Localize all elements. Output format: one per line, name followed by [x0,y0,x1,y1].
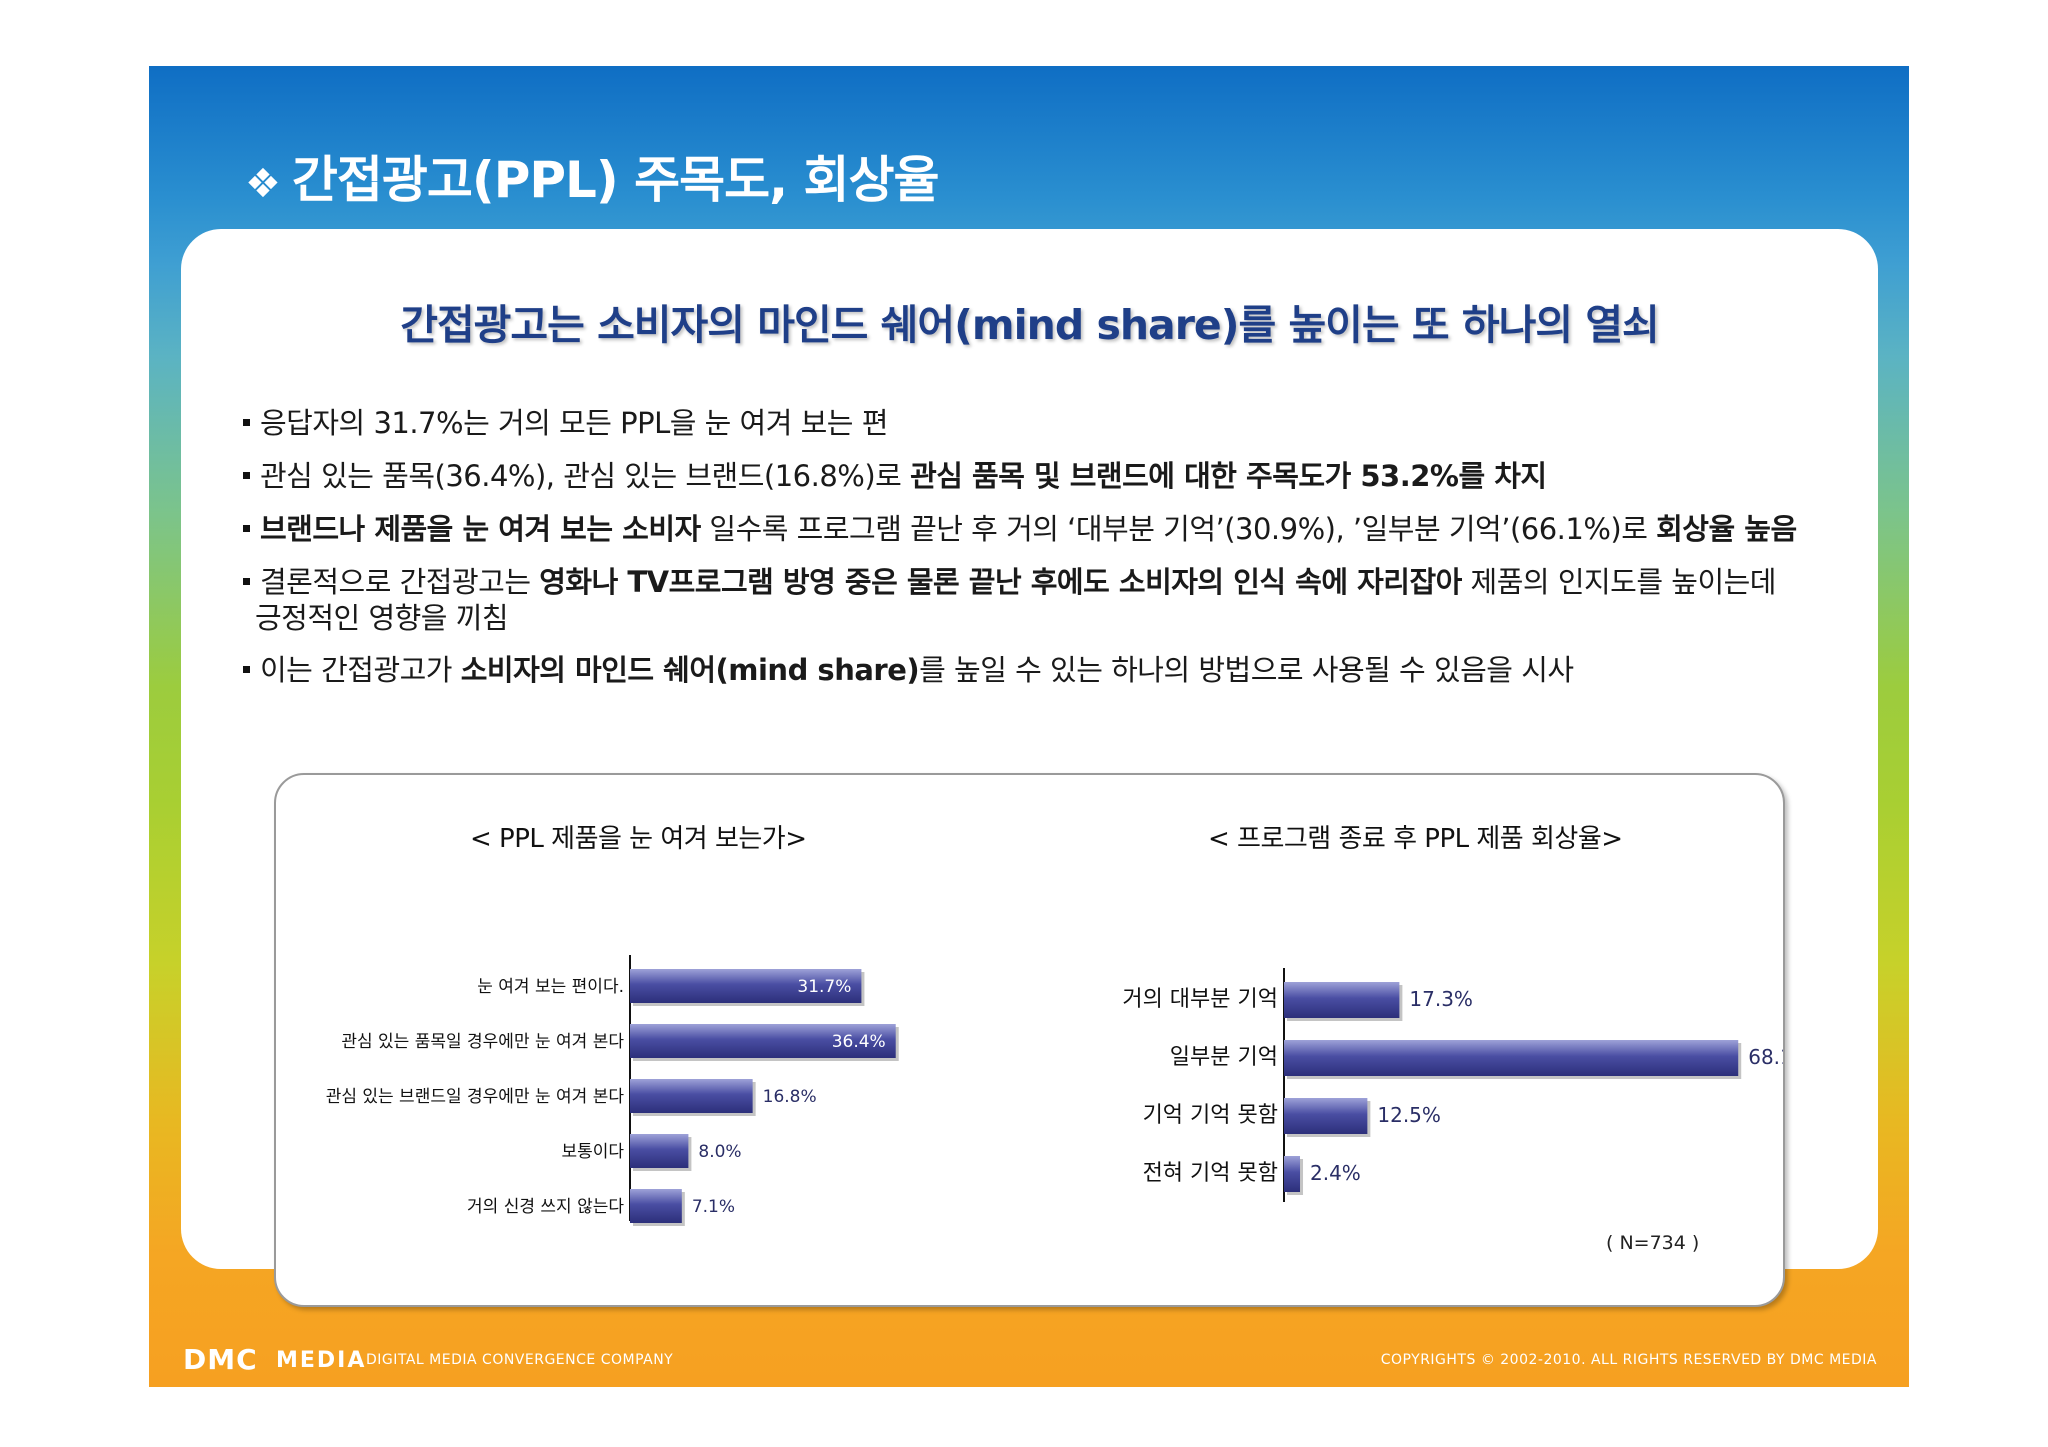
chart-2-value-label: 2.4% [1310,1161,1361,1185]
square-bullet-icon [243,577,250,585]
footer-tagline: DIGITAL MEDIA CONVERGENCE COMPANY [366,1352,674,1368]
chart-1-category-label: 관심 있는 품목일 경우에만 눈 여겨 본다 [341,1032,624,1052]
chart-1-value-label: 7.1% [692,1197,735,1217]
bullet-2: 관심 있는 품목(36.4%), 관심 있는 브랜드(16.8%)로 관심 품목… [243,458,1547,494]
charts-svg: 눈 여겨 보는 편이다. 31.7% 관심 있는 품목일 경우에만 눈 여겨 본다 3… [326,955,1783,1226]
bullet-text: 결론적으로 간접광고는 영화나 TV프로그램 방영 중은 물론 끝난 후에도 소… [260,565,1776,599]
footer-media: MEDIA [276,1348,367,1373]
chart-1-bar [630,1024,896,1058]
chart-2-value-label: 68.1% [1748,1045,1783,1069]
chart-2-value-label: 17.3% [1409,987,1473,1011]
content-panel: 간접광고는 소비자의 마인드 쉐어(mind share)를 높이는 또 하나의… [181,229,1878,1307]
chart-2-bar [1284,1098,1368,1134]
square-bullet-icon [243,665,250,673]
bullet-3-segment-3: 회상율 높음 [1656,512,1797,546]
bullet-3: 브랜드나 제품을 눈 여겨 보는 소비자 일수록 프로그램 끝난 후 거의 ‘대… [243,511,1797,547]
sample-size-note: ( N=734 ) [1606,1232,1700,1254]
square-bullet-icon [243,418,250,426]
chart-2-category-label: 기억 기억 못함 [1143,1103,1278,1128]
chart-1-value-label: 31.7% [797,977,851,997]
square-bullet-icon [243,524,250,532]
chart-1-title: < PPL 제품을 눈 여겨 보는가> [470,824,807,854]
footer-copyright: COPYRIGHTS © 2002-2010. ALL RIGHTS RESER… [1380,1352,1877,1368]
footer-logo: DMC [183,1343,258,1376]
bullet-text: 브랜드나 제품을 눈 여겨 보는 소비자 일수록 프로그램 끝난 후 거의 ‘대… [260,512,1797,546]
bullet-4-segment-1: 결론적으로 간접광고는 [260,565,540,599]
chart-1-value-label: 16.8% [763,1087,817,1107]
bullet-1-segment-1: 응답자의 31.7%는 거의 모든 PPL을 눈 여겨 보는 편 [260,406,888,440]
bullet-5-segment-3: 를 높일 수 있는 하나의 방법으로 사용될 수 있음을 시사 [919,653,1574,687]
chart-1-bar [630,969,862,1003]
bullet-1: 응답자의 31.7%는 거의 모든 PPL을 눈 여겨 보는 편 [243,405,888,441]
chart-2-category-label: 전혀 기억 못함 [1143,1161,1278,1186]
chart-2-bar [1284,982,1400,1018]
chart-1-category-label: 거의 신경 쓰지 않는다 [467,1197,624,1217]
chart-2-category-label: 거의 대부분 기억 [1122,987,1278,1012]
bullet-text: 이는 간접광고가 소비자의 마인드 쉐어(mind share)를 높일 수 있… [260,653,1574,687]
chart-1-bar [630,1189,682,1223]
bullet-2-segment-2: 관심 품목 및 브랜드에 대한 주목도가 53.2%를 차지 [910,459,1547,493]
chart-1-category-label: 눈 여겨 보는 편이다. [477,977,624,997]
subtitle: 간접광고는 소비자의 마인드 쉐어(mind share)를 높이는 또 하나의… [400,301,1660,349]
bullet-5: 이는 간접광고가 소비자의 마인드 쉐어(mind share)를 높일 수 있… [243,652,1574,688]
bullet-5-segment-1: 이는 간접광고가 [260,653,461,687]
chart-1-bar [630,1134,689,1168]
bullet-text: 응답자의 31.7%는 거의 모든 PPL을 눈 여겨 보는 편 [260,406,888,440]
square-bullet-icon [243,471,250,479]
chart-2-value-label: 12.5% [1377,1103,1441,1127]
chart-1-category-label: 관심 있는 브랜드일 경우에만 눈 여겨 본다 [326,1087,625,1107]
chart-2-category-label: 일부분 기억 [1170,1045,1278,1070]
chart-1-value-label: 36.4% [832,1032,886,1052]
chart-2-bar [1284,1156,1301,1192]
page-title: ❖ 간접광고(PPL) 주목도, 회상율 [245,140,940,212]
chart-box: < PPL 제품을 눈 여겨 보는가> < 프로그램 종료 후 PPL 제품 회… [274,773,1785,1307]
chart-2-title: < 프로그램 종료 후 PPL 제품 회상율> [1208,824,1623,854]
bullet-4-segment-3: 제품의 인지도를 높이는데 [1461,565,1777,599]
chart-1-value-label: 8.0% [698,1142,741,1162]
diamond-bullet-icon: ❖ [245,161,281,207]
chart-1: 눈 여겨 보는 편이다. 31.7% 관심 있는 품목일 경우에만 눈 여겨 본다 3… [326,955,899,1226]
bullet-4-segment-2: 영화나 TV프로그램 방영 중은 물론 끝난 후에도 소비자의 인식 속에 자리… [539,565,1462,599]
chart-1-bar [630,1079,753,1113]
chart-1-category-label: 보통이다 [561,1142,624,1162]
page-title-text: 간접광고(PPL) 주목도, 회상율 [291,151,940,209]
bullet-4: 결론적으로 간접광고는 영화나 TV프로그램 방영 중은 물론 끝난 후에도 소… [243,564,1776,636]
bullet-3-segment-2: 일수록 프로그램 끝난 후 거의 ‘대부분 기억’(30.9%), ’일부분 기… [700,512,1657,546]
chart-2: 거의 대부분 기억 17.3% 일부분 기억 68.1% 기억 기억 못함 12.5% 전혀… [1122,968,1783,1202]
slide: ❖ 간접광고(PPL) 주목도, 회상율 간접광고는 소비자의 마인드 쉐어(mi… [149,66,1909,1387]
bullet-text: 관심 있는 품목(36.4%), 관심 있는 브랜드(16.8%)로 관심 품목… [260,459,1547,493]
bullet-5-segment-2: 소비자의 마인드 쉐어(mind share) [460,653,920,687]
bullet-3-segment-1: 브랜드나 제품을 눈 여겨 보는 소비자 [260,512,701,546]
chart-2-bar [1284,1040,1739,1076]
bullet-2-segment-1: 관심 있는 품목(36.4%), 관심 있는 브랜드(16.8%)로 [260,459,911,493]
bullet-4-continuation: 긍정적인 영향을 끼침 [255,601,509,635]
